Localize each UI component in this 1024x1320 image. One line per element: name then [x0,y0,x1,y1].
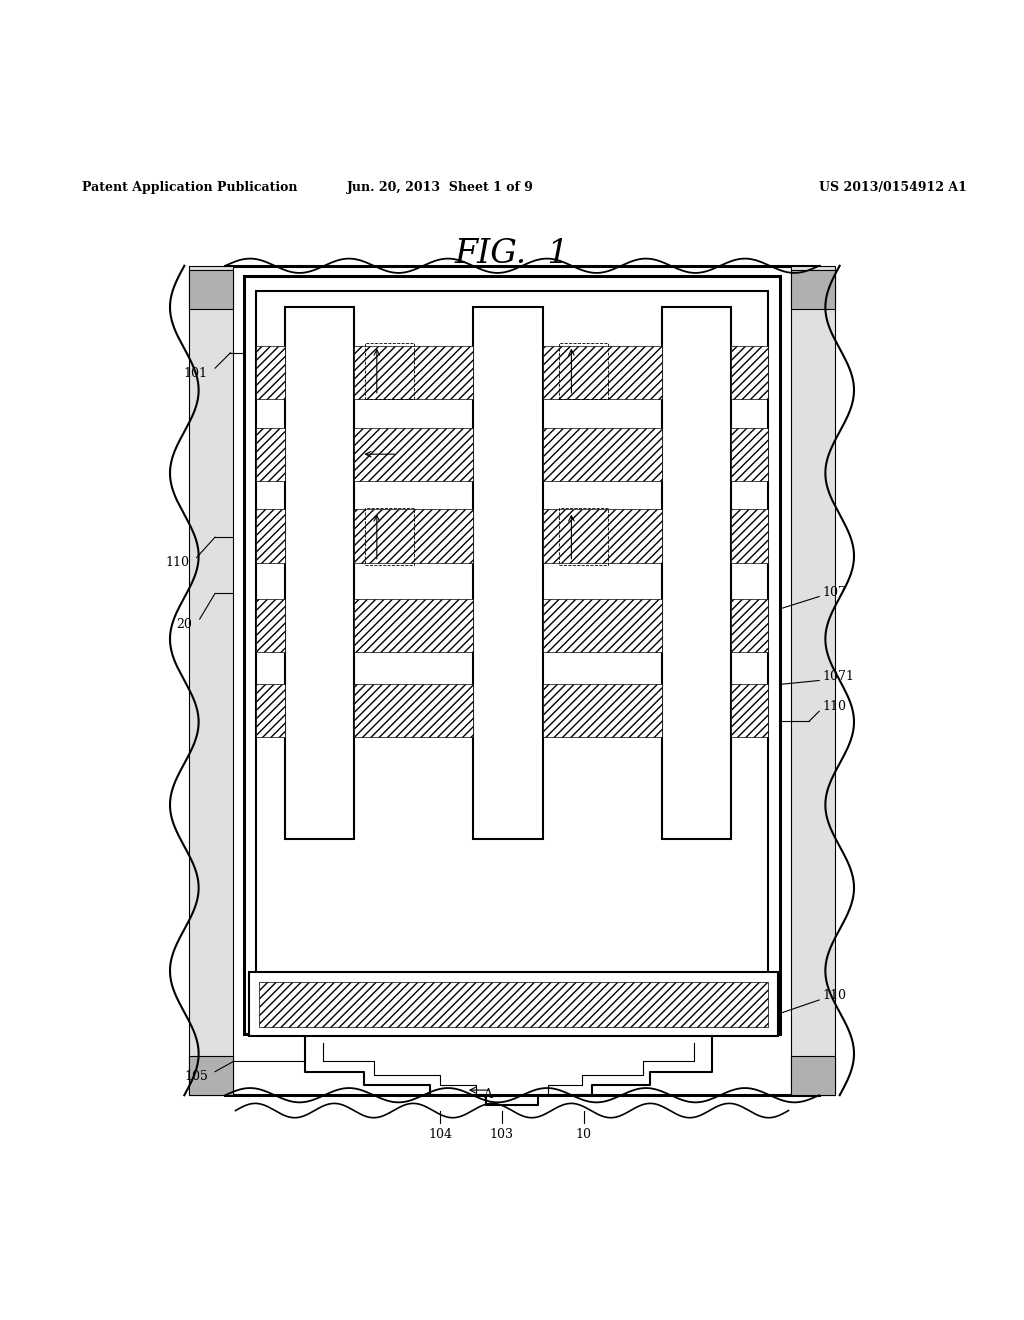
Bar [354,346,473,399]
Bar [543,598,662,652]
Bar [731,346,768,399]
Text: 104: 104 [428,1129,453,1140]
Bar [285,306,354,840]
Text: B: B [380,378,389,391]
Text: US 2013/0154912 A1: US 2013/0154912 A1 [819,181,967,194]
Text: 105: 105 [184,1071,208,1084]
Bar [354,510,473,562]
Bar [543,684,662,737]
Bar [189,269,233,309]
Bar [365,343,414,399]
Text: 110: 110 [822,990,846,1002]
Text: B: B [574,378,584,391]
Bar [559,343,608,399]
Bar [256,510,285,562]
Bar [791,1056,835,1096]
Text: 103: 103 [489,1129,514,1140]
Bar [791,265,835,1096]
Bar [225,265,819,1096]
Text: FIG.  1: FIG. 1 [455,238,569,271]
Bar [256,346,285,399]
Bar [473,306,543,840]
Text: A: A [400,449,410,461]
Text: 20: 20 [176,618,193,631]
Text: 110: 110 [166,556,189,569]
Bar [189,265,233,1096]
Text: 1071: 1071 [822,669,854,682]
Bar [256,292,768,1019]
Text: 10: 10 [575,1129,592,1140]
Bar [256,428,285,480]
Bar [256,684,285,737]
Text: 110: 110 [822,700,846,713]
Bar [256,598,285,652]
Bar [731,598,768,652]
Text: A: A [483,1088,492,1101]
Bar [259,982,768,1027]
Bar [731,428,768,480]
Bar [354,598,473,652]
Bar [559,508,608,565]
Text: Jun. 20, 2013  Sheet 1 of 9: Jun. 20, 2013 Sheet 1 of 9 [347,181,534,194]
Bar [365,508,414,565]
Text: 107: 107 [822,586,846,599]
Bar [791,269,835,309]
Bar [662,306,731,840]
Text: C: C [380,544,389,557]
Bar [244,276,780,1034]
Bar [543,510,662,562]
Bar [354,428,473,480]
Text: 101: 101 [184,367,208,380]
Bar [189,1056,233,1096]
Text: Patent Application Publication: Patent Application Publication [82,181,297,194]
Bar [249,973,778,1036]
Bar [731,684,768,737]
Bar [543,428,662,480]
Bar [731,510,768,562]
Bar [354,684,473,737]
Text: C: C [574,544,584,557]
Bar [543,346,662,399]
